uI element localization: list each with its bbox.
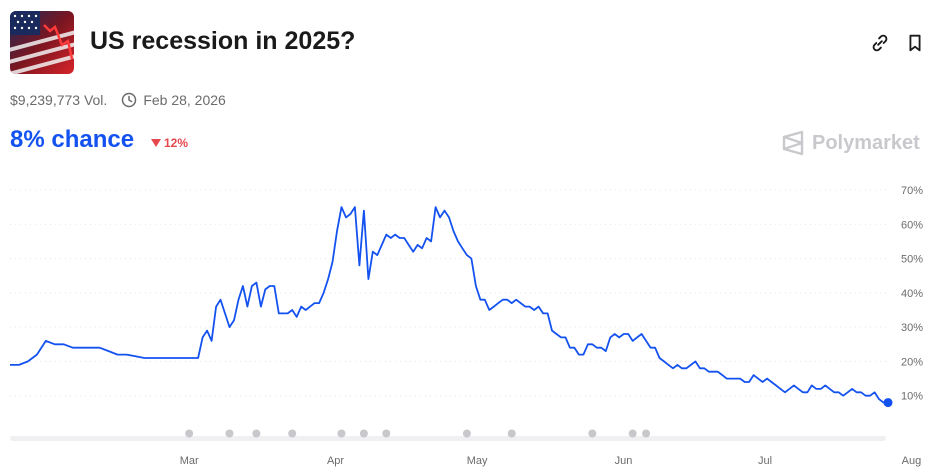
event-marker <box>252 429 261 438</box>
probability-line <box>10 206 888 404</box>
y-tick-label: 50% <box>901 254 923 266</box>
event-marker <box>288 429 297 438</box>
market-meta: $9,239,773 Vol. Feb 28, 2026 <box>10 92 226 108</box>
event-marker <box>337 429 346 438</box>
event-marker <box>507 429 516 438</box>
chance-text: 8% chance <box>10 126 135 153</box>
x-tick-label: Jun <box>615 455 633 467</box>
change-badge: 12% <box>151 136 188 150</box>
x-tick-label: Jul <box>758 455 772 467</box>
change-text: 12% <box>164 136 189 150</box>
x-tick-label: Apr <box>327 455 344 467</box>
end-date-text: Feb 28, 2026 <box>143 92 226 108</box>
probability-chart: 10% 20% 30% 40% 50% 60% 70% Mar Apr May Jun Jul Aug… <box>10 185 923 467</box>
event-marker <box>642 429 651 438</box>
x-tick-label: Aug <box>902 455 922 467</box>
volume-text: $9,239,773 Vol. <box>10 92 108 108</box>
chart-grid <box>10 189 888 397</box>
polymarket-logo-icon <box>782 130 804 156</box>
bookmark-icon[interactable] <box>904 32 926 54</box>
down-triangle-icon <box>151 139 161 147</box>
event-marker <box>185 429 194 438</box>
clock-icon <box>122 92 137 108</box>
event-marker <box>462 429 471 438</box>
current-value-dot <box>883 398 893 408</box>
event-markers <box>185 429 651 438</box>
y-tick-label: 40% <box>901 288 923 300</box>
event-marker <box>359 429 368 438</box>
link-icon[interactable] <box>869 32 891 54</box>
event-marker <box>225 429 234 438</box>
market-thumbnail <box>10 11 74 74</box>
y-tick-label: 70% <box>901 185 923 197</box>
x-tick-label: Mar <box>180 455 199 467</box>
x-tick-label: May <box>467 455 488 467</box>
y-tick-label: 20% <box>901 356 923 368</box>
y-axis: 10% 20% 30% 40% 50% 60% 70% <box>901 185 923 403</box>
y-tick-label: 60% <box>901 219 923 231</box>
event-marker <box>382 429 391 438</box>
event-marker <box>588 429 597 438</box>
x-axis: MarAprMayJunJulAugSep <box>180 455 922 467</box>
market-title: US recession in 2025? <box>90 27 356 55</box>
event-marker <box>628 429 637 438</box>
timeline-track <box>10 436 886 441</box>
y-tick-label: 10% <box>901 391 923 403</box>
polymarket-logo-text: Polymarket <box>812 131 920 154</box>
y-tick-label: 30% <box>901 322 923 334</box>
polymarket-logo: Polymarket <box>782 130 920 156</box>
